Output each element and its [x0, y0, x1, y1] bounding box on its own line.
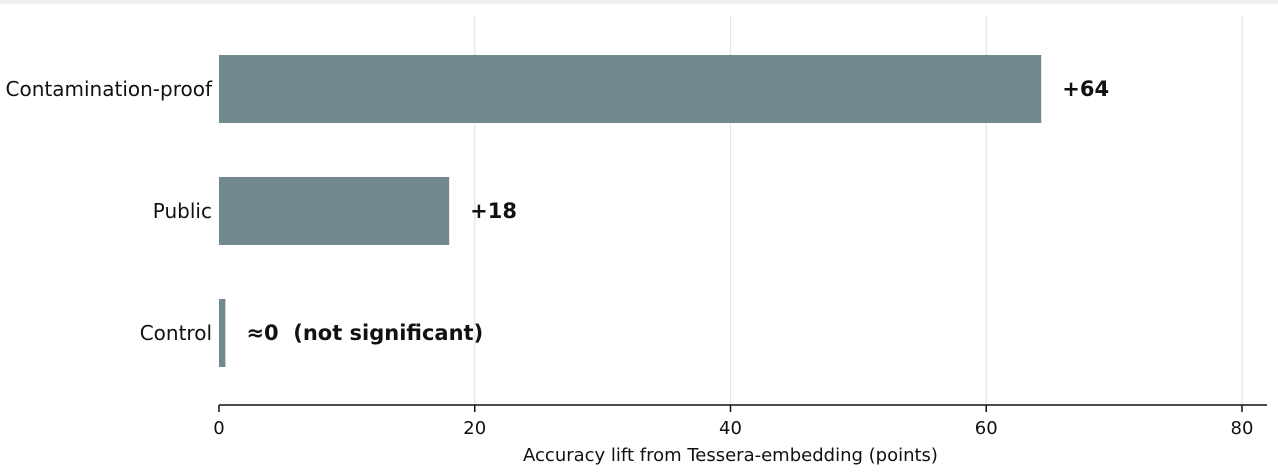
bars-layer	[219, 55, 1042, 367]
data-label: +18	[470, 199, 517, 223]
bar	[219, 55, 1042, 123]
data-label: ≈0 (not significant)	[246, 321, 483, 345]
x-axis: 0 20 40 60 80	[213, 404, 1267, 439]
bar	[219, 299, 226, 367]
labels-layer: Contamination-proof +64 Public +18 Control ≈0…	[6, 77, 1110, 345]
data-label: +64	[1062, 77, 1109, 101]
x-tick-label: 80	[1231, 418, 1254, 439]
x-axis-title: Accuracy lift from Tessera-embedding (po…	[523, 445, 938, 466]
x-tick-label: 40	[719, 418, 742, 439]
category-label: Control	[140, 321, 212, 345]
bar	[219, 177, 450, 245]
x-tick-label: 60	[975, 418, 998, 439]
category-label: Contamination-proof	[6, 77, 213, 101]
x-tick-label: 20	[463, 418, 486, 439]
category-label: Public	[153, 199, 212, 223]
top-border	[0, 0, 1278, 4]
x-tick-label: 0	[213, 418, 224, 439]
